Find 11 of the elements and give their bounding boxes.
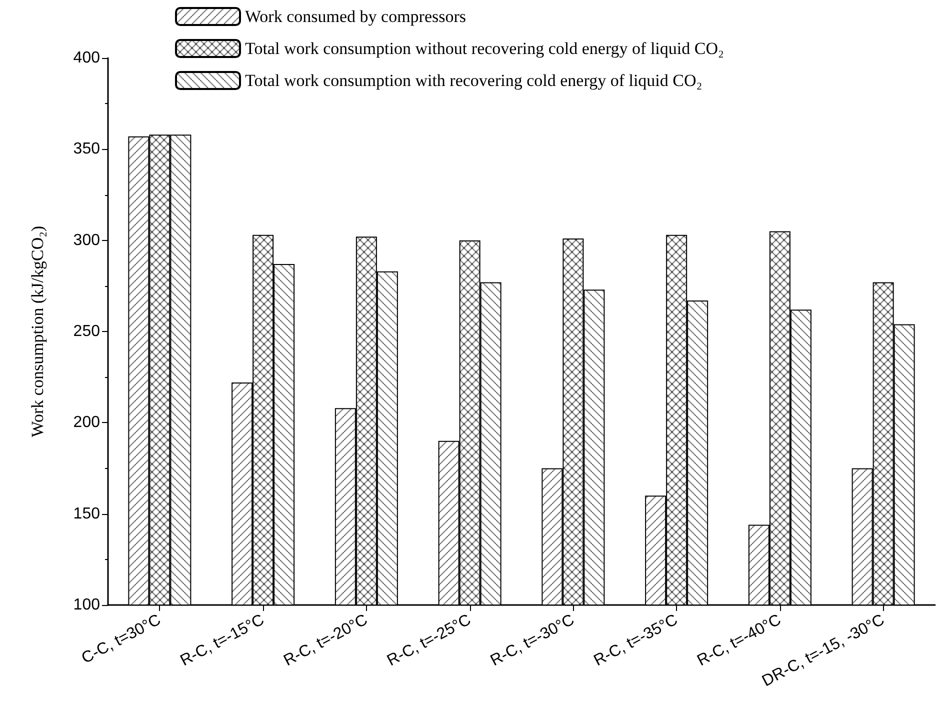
y-tick-label: 200 [73, 414, 100, 432]
y-tick-label: 300 [73, 232, 100, 249]
y-tick-label: 350 [73, 140, 100, 158]
legend-label: Work consumed by compressors [245, 7, 466, 26]
y-tick-label: 400 [73, 50, 100, 66]
legend-label: Total work consumption with recovering cold energy of liquid CO₂ [245, 71, 702, 90]
y-tick-label: 250 [73, 323, 100, 340]
y-axis-title: Work consumption (kJ/kgCO₂) [28, 226, 47, 438]
y-tick-label: 150 [73, 505, 100, 522]
legend-label: Total work consumption without recovering cold energy of liquid CO₂ [245, 39, 724, 58]
y-tick-label: 100 [73, 596, 100, 614]
